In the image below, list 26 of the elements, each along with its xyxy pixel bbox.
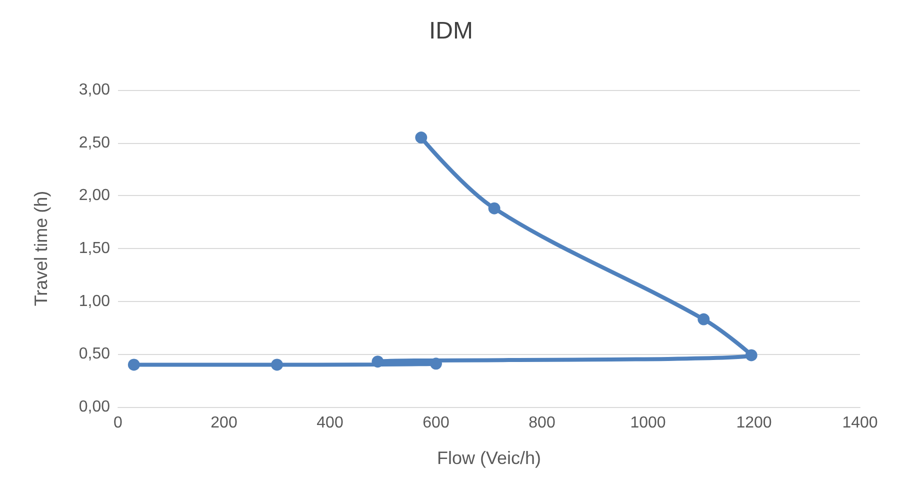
point — [128, 358, 140, 371]
x-tick-label: 400 — [316, 414, 344, 432]
y-tick-label: 1,00 — [78, 292, 110, 310]
x-tick-label: 1000 — [630, 414, 666, 432]
point — [415, 132, 428, 144]
x-tick-label: 0 — [114, 414, 123, 432]
x-tick-label: 1400 — [842, 414, 878, 432]
y-tick-label: 2,00 — [78, 187, 110, 204]
x-tick-label: 200 — [210, 414, 238, 432]
y-tick-label: 2,50 — [78, 134, 110, 152]
point — [430, 358, 442, 370]
x-tick-label: 800 — [528, 414, 556, 432]
point — [745, 349, 758, 362]
y-tick-label: 3,00 — [78, 82, 110, 98]
point — [698, 313, 710, 326]
x-tick-label: 600 — [422, 414, 450, 432]
chart-title: IDM — [429, 18, 473, 44]
point — [372, 356, 384, 368]
x-tick-label: 1200 — [736, 414, 772, 432]
y-tick-label: 0,50 — [78, 346, 110, 363]
point — [488, 202, 500, 214]
y-tick-label: 1,50 — [78, 240, 110, 257]
y-axis-title: Travel time (h) — [31, 190, 51, 306]
point — [271, 358, 283, 371]
x-axis-title: Flow (Veic/h) — [436, 448, 542, 468]
y-tick-label: 0,00 — [78, 398, 110, 416]
